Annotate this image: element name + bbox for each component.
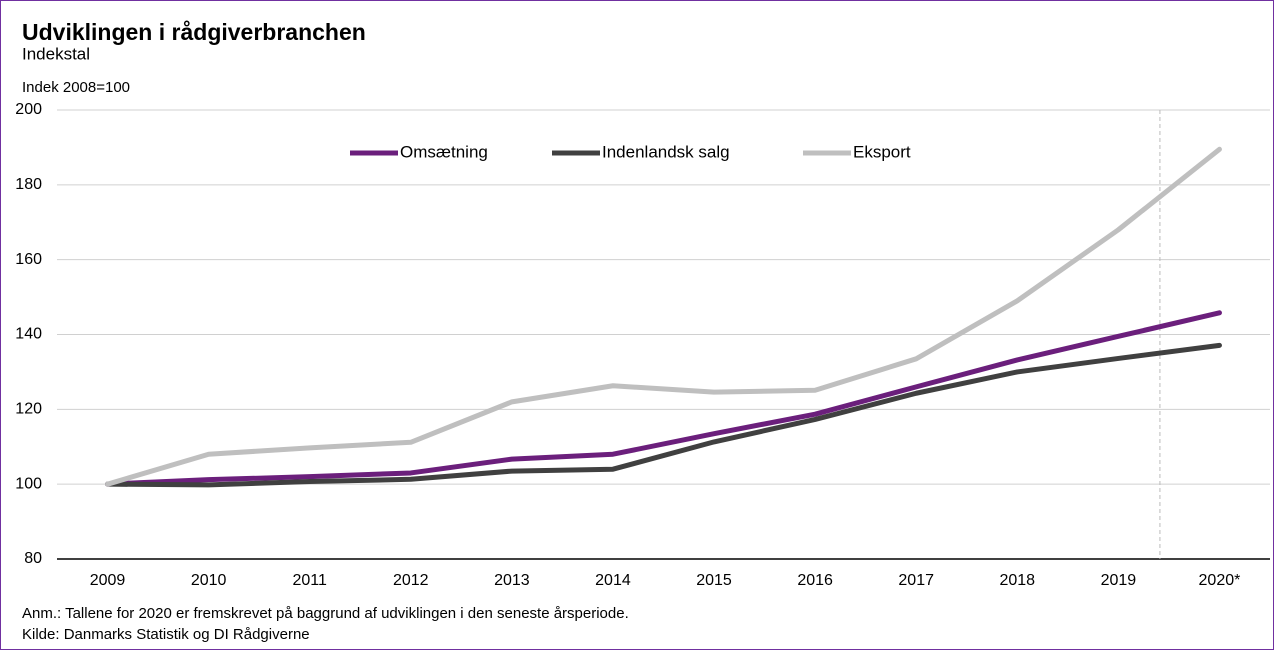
x-tick-label: 2010 — [191, 572, 227, 589]
line-series — [105, 310, 1222, 487]
y-tick-label: 200 — [15, 101, 42, 118]
y-tick-label: 120 — [15, 401, 42, 418]
y-tick-label: 180 — [15, 176, 42, 193]
x-tick-label: 2020* — [1199, 572, 1241, 589]
legend-label: Omsætning — [400, 142, 488, 161]
y-tick-label: 160 — [15, 251, 42, 268]
x-tick-label: 2019 — [1101, 572, 1137, 589]
x-tick-label: 2014 — [595, 572, 631, 589]
y-tick-label: 80 — [24, 550, 42, 567]
source: Kilde: Danmarks Statistik og DI Rådgiver… — [22, 626, 310, 643]
x-tick-label: 2016 — [797, 572, 833, 589]
line-series — [105, 146, 1222, 487]
line-series — [105, 342, 1222, 488]
x-tick-label: 2009 — [90, 572, 126, 589]
y-axis-label: Indek 2008=100 — [22, 79, 130, 96]
note: Anm.: Tallene for 2020 er fremskrevet på… — [22, 605, 629, 622]
y-tick-label: 140 — [15, 326, 42, 343]
x-tick-label: 2013 — [494, 572, 530, 589]
x-tick-label: 2011 — [293, 572, 328, 589]
x-tick-label: 2017 — [898, 572, 934, 589]
chart-title: Udviklingen i rådgiverbranchen — [22, 19, 366, 45]
x-tick-label: 2015 — [696, 572, 732, 589]
legend-label: Indenlandsk salg — [602, 142, 730, 161]
x-tick-label: 2012 — [393, 572, 429, 589]
chart-subtitle: Indekstal — [22, 44, 90, 63]
y-tick-label: 100 — [15, 475, 42, 492]
legend-label: Eksport — [853, 142, 911, 161]
x-tick-label: 2018 — [999, 572, 1035, 589]
